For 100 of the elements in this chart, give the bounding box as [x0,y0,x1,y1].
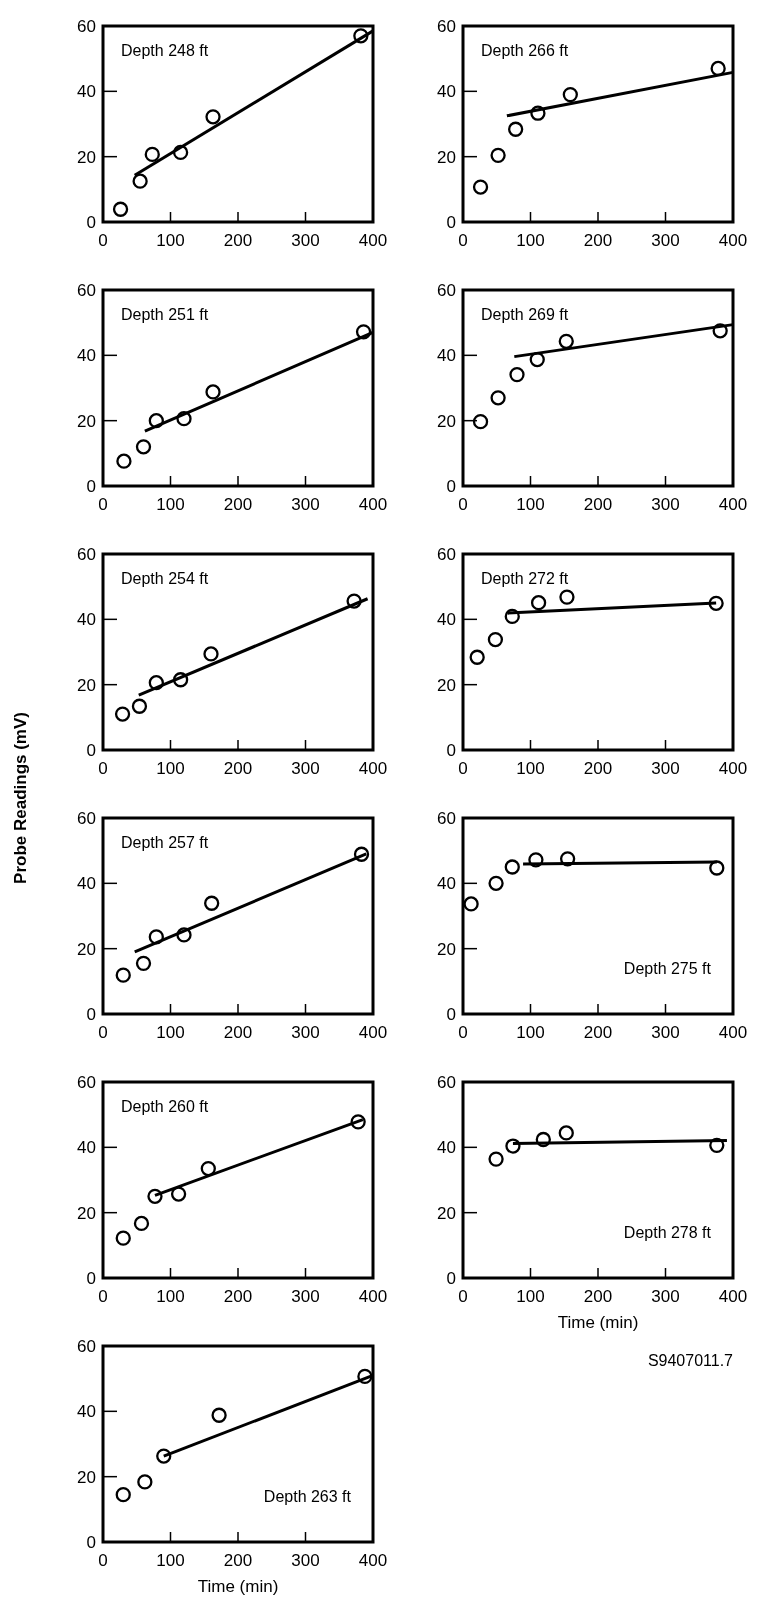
y-tick-label: 0 [86,1532,96,1552]
point [115,1486,131,1503]
point [463,896,479,912]
annotation: Depth 260 ft [121,1098,209,1115]
annotation: Depth 272 ft [481,570,569,587]
x-tick-label: 100 [516,231,545,250]
point [508,121,524,137]
point [205,109,221,125]
point [148,413,164,429]
x-tick-label: 100 [516,759,545,778]
point [131,698,148,714]
x-tick-label: 0 [98,231,108,250]
y-tick-label: 0 [86,1268,96,1288]
y-tick-label: 20 [77,675,96,695]
y-tick-label: 20 [437,675,456,695]
annotation: Depth 278 ft [623,1224,712,1241]
point [469,649,485,665]
x-tick-label: 0 [458,231,468,250]
point [708,595,724,611]
x-tick-label: 0 [98,495,108,514]
x-tick-label: 300 [651,231,680,250]
x-tick-label: 200 [583,1287,613,1306]
point [559,851,576,867]
point [505,1138,521,1154]
y-tick-label: 20 [77,1467,96,1487]
point [353,28,369,44]
y-tick-label: 60 [77,280,96,300]
point [148,929,164,945]
point [558,333,574,349]
x-tick-label: 300 [291,1551,320,1570]
point [355,324,372,340]
annotation: Depth 263 ft [263,1488,352,1505]
y-tick-label: 20 [437,939,456,959]
x-tick-label: 100 [516,495,545,514]
y-tick-label: 0 [446,476,456,496]
y-tick-label: 20 [77,147,96,167]
point [529,351,545,368]
point [357,1368,373,1385]
x-tick-label: 300 [291,231,320,250]
y-tick-label: 40 [437,346,456,366]
point [211,1407,227,1423]
point [203,646,219,662]
point [350,1114,366,1130]
point [147,1188,163,1204]
y-tick-label: 40 [437,610,456,630]
point [135,955,152,972]
x-tick-label: 200 [583,231,613,250]
y-tick-label: 40 [437,1138,456,1158]
annotation: Depth 257 ft [121,834,209,851]
point [176,411,192,427]
point [562,86,578,103]
y-tick-label: 40 [437,82,456,102]
x-tick-label: 400 [358,495,388,514]
point [490,390,506,406]
y-tick-label: 40 [437,874,456,894]
point [712,323,728,339]
point [148,675,164,691]
y-tick-label: 20 [77,411,96,431]
x-tick-label: 300 [651,495,680,514]
y-tick-label: 60 [437,280,456,300]
x-tick-label: 0 [98,759,108,778]
annotation: Depth 266 ft [481,42,569,59]
y-tick-label: 0 [446,1268,456,1288]
point [709,860,725,876]
point [530,105,546,121]
y-tick-label: 0 [86,1004,96,1024]
y-tick-label: 40 [77,346,96,366]
x-tick-label: 300 [291,495,320,514]
y-tick-label: 0 [446,740,456,760]
point [135,439,152,455]
x-tick-label: 200 [223,1023,253,1042]
y-tick-label: 60 [437,1072,456,1092]
point [509,366,525,383]
point [133,1215,150,1232]
x-tick-label: 400 [718,1023,748,1042]
x-tick-label: 100 [516,1023,545,1042]
x-tick-label: 300 [651,759,680,778]
point [172,672,189,688]
point [530,595,547,611]
x-tick-label: 200 [583,495,613,514]
annotation: Depth 251 ft [121,306,209,323]
point [487,631,504,648]
x-tick-label: 0 [458,495,468,514]
x-tick-label: 0 [98,1023,108,1042]
y-tick-label: 0 [86,476,96,496]
point [170,1186,187,1202]
y-tick-label: 60 [437,16,456,36]
x-tick-label: 0 [98,1287,108,1306]
point [488,1151,504,1167]
point [709,1137,725,1154]
y-tick-label: 40 [77,874,96,894]
x-tick-label: 200 [223,495,253,514]
point [172,144,189,161]
y-tick-label: 40 [77,1138,96,1158]
text: S9407011.7 [647,1352,734,1369]
y-axis-title: Probe Readings (mV) [11,712,30,884]
x-tick-label: 200 [583,1023,613,1042]
y-tick-label: 60 [77,544,96,564]
y-tick-label: 60 [77,808,96,828]
x-tick-label: 200 [223,231,253,250]
